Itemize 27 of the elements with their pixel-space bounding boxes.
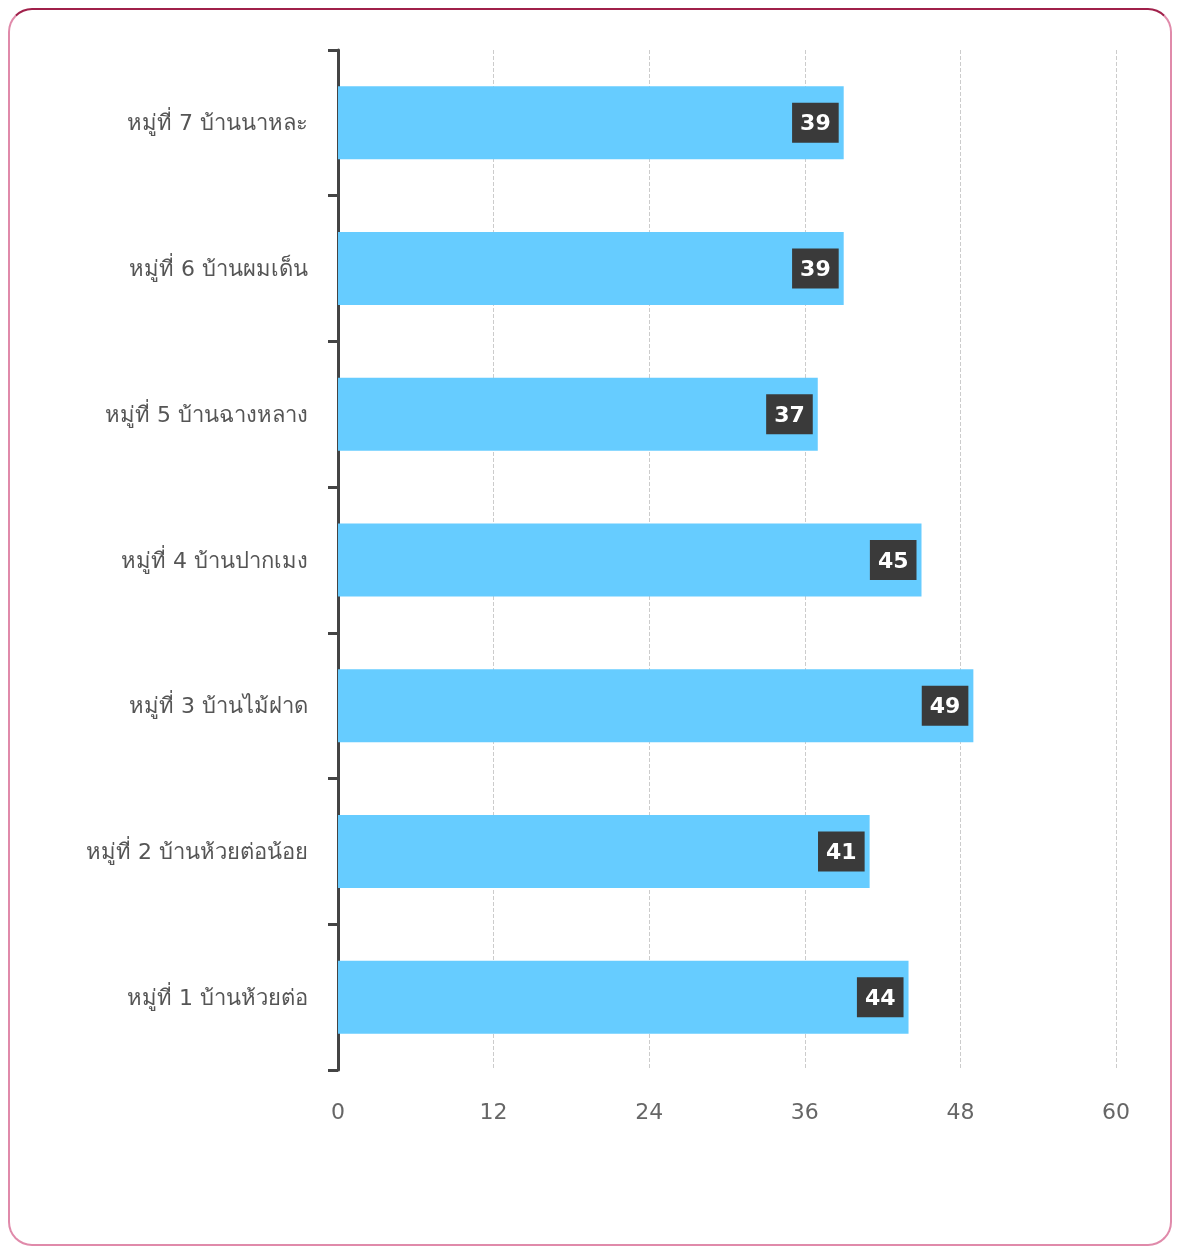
bar [338,960,909,1034]
data-label: 37 [774,401,805,427]
bar [338,377,818,451]
bar [338,814,870,888]
x-tick-label: 12 [479,1098,508,1124]
y-tick-label: หมู่ที่ 7 บ้านนาหละ [127,107,308,137]
x-tick-label: 0 [331,1098,345,1124]
x-tick-label: 36 [790,1098,819,1124]
y-tick-label: หมู่ที่ 4 บ้านปากเมง [121,544,308,574]
bar [338,86,844,160]
data-label: 45 [877,547,909,573]
y-tick-label: หมู่ที่ 1 บ้านห้วยต่อ [127,981,308,1011]
y-tick-label: หมู่ที่ 2 บ้านห้วยต่อน้อย [86,835,308,865]
x-tick-label: 60 [1102,1098,1130,1124]
data-label: 49 [929,693,961,719]
data-label: 39 [800,256,831,282]
data-label: 41 [826,838,857,864]
data-label: 44 [864,984,896,1010]
data-label: 39 [800,110,831,136]
y-tick-label: หมู่ที่ 3 บ้านไม้ฝาด [129,690,308,720]
y-tick-label: หมู่ที่ 6 บ้านผมเด็น [129,253,308,283]
x-tick-label: 24 [635,1098,664,1124]
y-tick-label: หมู่ที่ 5 บ้านฉางหลาง [105,398,308,428]
x-tick-label: 48 [946,1098,975,1124]
bar [338,232,844,306]
bar [338,523,922,597]
bar [338,669,974,743]
